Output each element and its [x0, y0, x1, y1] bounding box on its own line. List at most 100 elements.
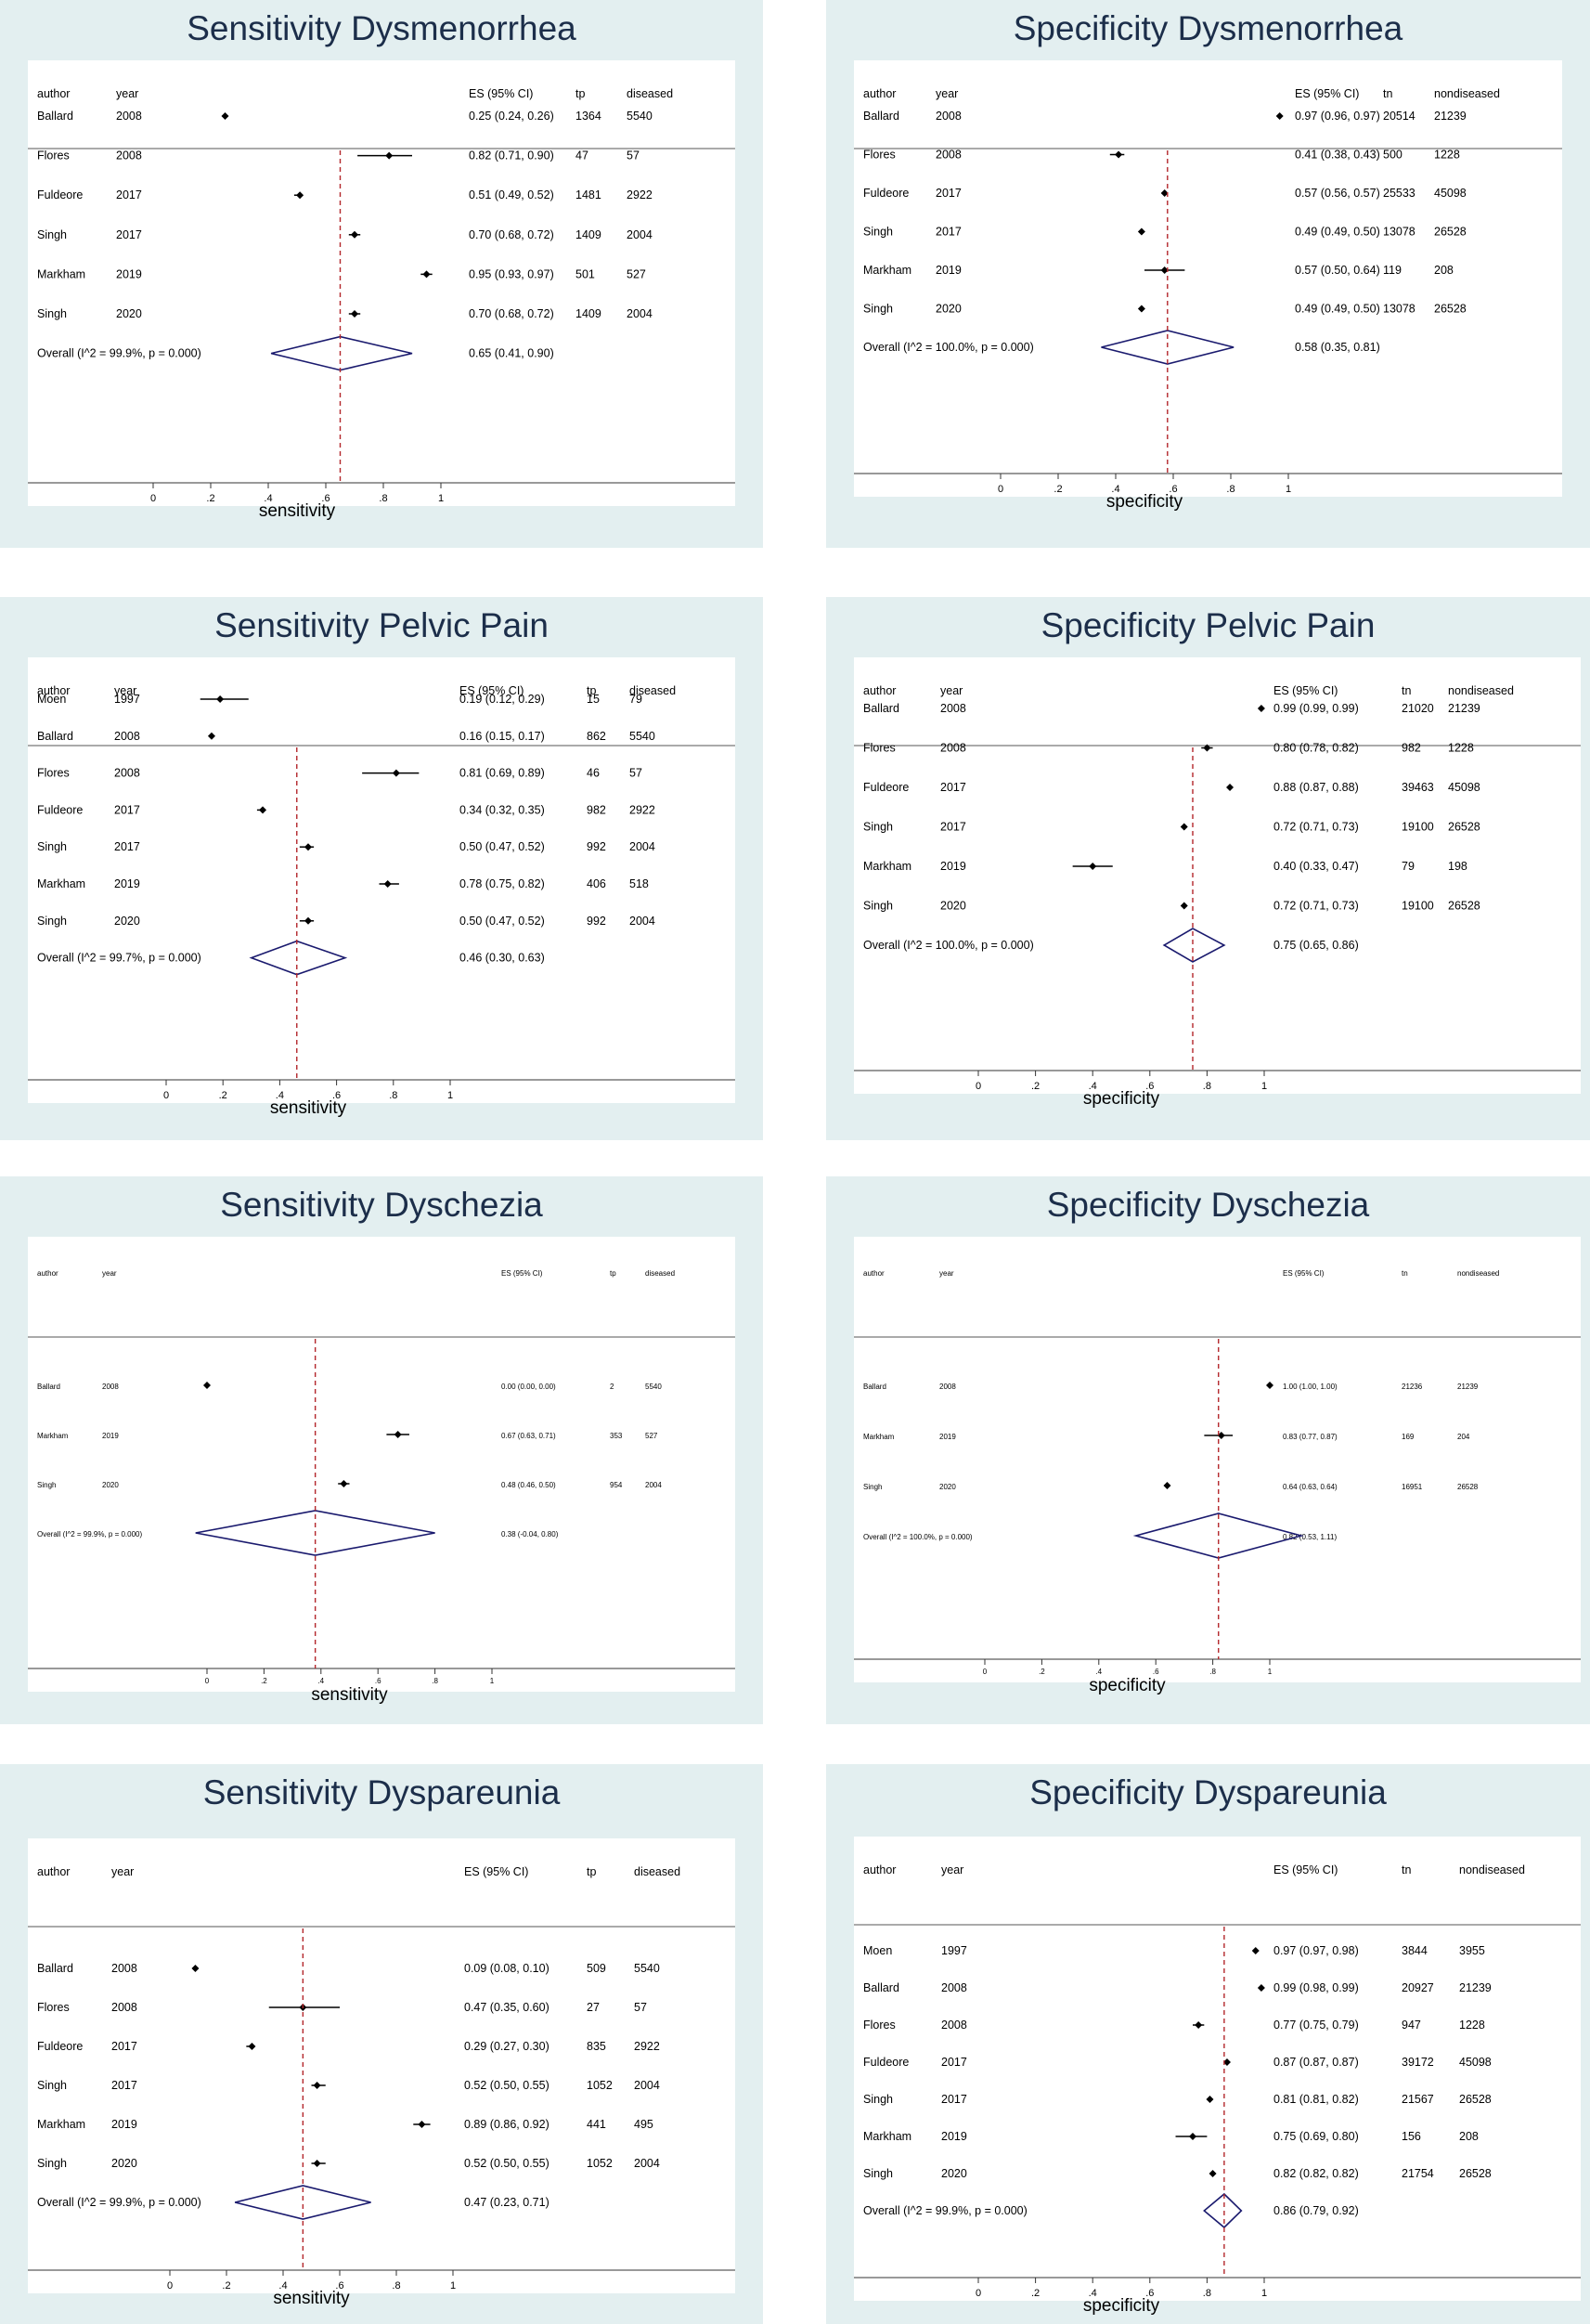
header-es: ES (95% CI) [501, 1269, 543, 1278]
study-author: Singh [37, 2079, 67, 2092]
study-author: Ballard [863, 1981, 899, 1994]
x-tick-label: 0 [205, 1677, 210, 1685]
study-count: 862 [587, 730, 606, 743]
x-tick-label: .6 [335, 2280, 343, 2292]
header-total: nondiseased [1434, 87, 1500, 100]
study-total: 208 [1434, 264, 1454, 277]
study-author: Fuldeore [37, 2040, 83, 2053]
study-count: 353 [610, 1432, 623, 1440]
panel-title: Sensitivity Dysmenorrhea [187, 9, 576, 47]
study-total: 2004 [634, 2079, 660, 2092]
x-tick-label: 1 [490, 1677, 495, 1685]
header-es: ES (95% CI) [469, 87, 533, 100]
study-count: 13078 [1383, 303, 1415, 316]
x-axis-label: specificity [1083, 2296, 1160, 2316]
header-year: year [111, 1865, 134, 1878]
study-es-label: 0.82 (0.82, 0.82) [1273, 2167, 1359, 2180]
x-tick-label: .6 [321, 493, 330, 504]
study-total: 2922 [627, 188, 653, 201]
study-total: 3955 [1459, 1944, 1485, 1957]
study-es-label: 0.83 (0.77, 0.87) [1283, 1433, 1338, 1441]
study-es-label: 0.41 (0.38, 0.43) [1295, 149, 1380, 162]
study-point [1163, 1482, 1171, 1489]
study-year: 2008 [116, 149, 142, 162]
header-year: year [936, 87, 958, 100]
x-tick-label: .8 [392, 2280, 400, 2292]
x-tick-label: .2 [1039, 1668, 1045, 1676]
study-author: Fuldeore [863, 2056, 909, 2069]
study-count: 47 [575, 149, 588, 162]
study-year: 2019 [940, 860, 966, 873]
study-year: 2008 [114, 730, 140, 743]
study-es-label: 0.89 (0.86, 0.92) [464, 2118, 549, 2131]
study-point [313, 2160, 321, 2167]
x-tick-label: .4 [1095, 1668, 1102, 1676]
header-es: ES (95% CI) [1273, 1863, 1338, 1876]
x-tick-label: 1 [1268, 1668, 1273, 1676]
study-count: 1052 [587, 2157, 613, 2170]
study-point [216, 695, 225, 703]
x-axis-label: specificity [1106, 492, 1183, 512]
plot-area [28, 657, 735, 1103]
study-count: 982 [587, 803, 606, 816]
study-author: Fuldeore [37, 188, 83, 201]
forest-panel-specificity-dyschezia: Specificity Dyschezia author year ES (95% C… [826, 1176, 1590, 1724]
study-total: 2004 [629, 915, 655, 928]
study-year: 2008 [936, 149, 962, 162]
plot-area [854, 1237, 1581, 1682]
study-point [1209, 2170, 1217, 2177]
plot-area [854, 657, 1581, 1094]
study-total: 2004 [629, 840, 655, 853]
study-count: 39463 [1402, 781, 1434, 794]
study-es-label: 0.81 (0.69, 0.89) [459, 767, 545, 780]
study-count: 1052 [587, 2079, 613, 2092]
study-count: 21236 [1402, 1383, 1423, 1391]
study-count: 27 [587, 2001, 600, 2014]
study-es-label: 0.77 (0.75, 0.79) [1273, 2019, 1359, 2032]
study-year: 1997 [114, 693, 140, 706]
study-count: 992 [587, 840, 606, 853]
forest-plot-svg: author year ES (95% CI) tn nondiseased 0 .2 .4.… [854, 684, 1581, 1109]
study-author: Markham [863, 860, 911, 873]
study-count: 21754 [1402, 2167, 1434, 2180]
study-author: Markham [863, 2130, 911, 2143]
study-year: 2017 [116, 188, 142, 201]
study-point [351, 310, 358, 318]
study-author: Ballard [37, 1962, 73, 1975]
x-tick-label: 0 [167, 2280, 173, 2292]
study-total: 1228 [1448, 742, 1474, 755]
study-year: 2019 [111, 2118, 137, 2131]
study-total: 21239 [1457, 1383, 1479, 1391]
study-count: 954 [610, 1481, 623, 1489]
study-total: 26528 [1459, 2167, 1492, 2180]
study-point [1203, 744, 1211, 752]
header-year: year [116, 87, 138, 100]
panel-title: Sensitivity Dyschezia [220, 1186, 543, 1224]
study-total: 26528 [1457, 1483, 1479, 1491]
study-count: 1481 [575, 188, 601, 201]
study-author: Singh [863, 1483, 882, 1491]
x-tick-label: .8 [1226, 484, 1235, 495]
study-point [1217, 1432, 1225, 1439]
forest-panel-sensitivity-pelvic-pain: Sensitivity Pelvic Pain author year ES (95%… [0, 597, 763, 1140]
overall-diamond [1101, 330, 1235, 365]
study-point [248, 2043, 256, 2050]
overall-diamond [1203, 2192, 1243, 2229]
study-es-label: 0.57 (0.50, 0.64) [1295, 264, 1380, 277]
study-total: 527 [645, 1432, 658, 1440]
x-tick-label: .6 [375, 1677, 381, 1685]
study-author: Fuldeore [863, 781, 909, 794]
plot-area [28, 60, 735, 506]
study-point [1226, 784, 1235, 791]
study-es-label: 0.40 (0.33, 0.47) [1273, 860, 1359, 873]
study-point [296, 191, 304, 200]
header-author: author [863, 87, 896, 100]
study-total: 208 [1459, 2130, 1479, 2143]
study-es-label: 0.95 (0.93, 0.97) [469, 267, 554, 280]
forest-plot-svg: author year ES (95% CI) tp diseased 0 .2 .4 .6 .8… [28, 684, 735, 1118]
x-tick-label: .2 [222, 2280, 230, 2292]
study-year: 2008 [111, 2001, 137, 2014]
study-year: 2008 [111, 1962, 137, 1975]
x-tick-label: 1 [1261, 1081, 1267, 1092]
study-es-label: 0.72 (0.71, 0.73) [1273, 900, 1359, 913]
